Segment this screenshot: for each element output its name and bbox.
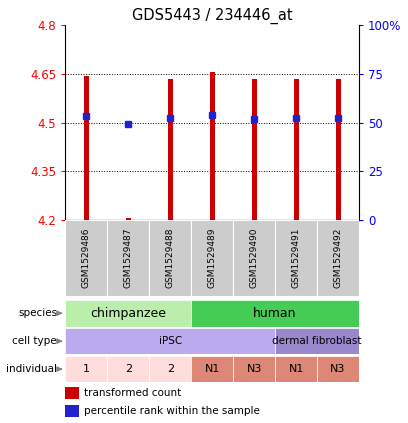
Bar xyxy=(233,356,275,382)
Bar xyxy=(317,356,359,382)
Bar xyxy=(275,328,359,354)
Bar xyxy=(317,220,359,296)
Bar xyxy=(168,79,173,220)
Bar xyxy=(65,328,275,354)
Text: iPSC: iPSC xyxy=(159,336,182,346)
Bar xyxy=(65,220,107,296)
Bar xyxy=(126,218,131,220)
Text: human: human xyxy=(253,307,297,320)
Text: GSM1529491: GSM1529491 xyxy=(292,228,301,288)
Text: GSM1529486: GSM1529486 xyxy=(82,228,91,288)
Bar xyxy=(107,356,149,382)
Bar xyxy=(191,300,359,327)
Text: transformed count: transformed count xyxy=(84,387,182,398)
Text: cell type: cell type xyxy=(13,336,57,346)
Text: 2: 2 xyxy=(166,364,174,374)
Bar xyxy=(65,356,107,382)
Bar xyxy=(149,356,191,382)
Text: GSM1529488: GSM1529488 xyxy=(166,228,175,288)
Text: GSM1529489: GSM1529489 xyxy=(208,228,217,288)
Bar xyxy=(252,79,257,220)
Text: dermal fibroblast: dermal fibroblast xyxy=(272,336,362,346)
Text: GSM1529490: GSM1529490 xyxy=(250,228,259,288)
Bar xyxy=(65,300,191,327)
Text: individual: individual xyxy=(6,364,57,374)
Bar xyxy=(210,72,215,220)
Text: percentile rank within the sample: percentile rank within the sample xyxy=(84,406,260,416)
Bar xyxy=(84,76,89,220)
Text: N1: N1 xyxy=(288,364,304,374)
Title: GDS5443 / 234446_at: GDS5443 / 234446_at xyxy=(132,8,293,24)
Bar xyxy=(275,220,317,296)
Bar xyxy=(191,356,233,382)
Text: GSM1529492: GSM1529492 xyxy=(334,228,343,288)
Text: N3: N3 xyxy=(330,364,346,374)
Text: 1: 1 xyxy=(83,364,90,374)
Text: species: species xyxy=(18,308,57,318)
Bar xyxy=(233,220,275,296)
Bar xyxy=(149,220,191,296)
Text: N1: N1 xyxy=(204,364,220,374)
Bar xyxy=(65,405,80,417)
Bar xyxy=(294,79,299,220)
Text: 2: 2 xyxy=(125,364,132,374)
Bar xyxy=(107,220,149,296)
Text: chimpanzee: chimpanzee xyxy=(90,307,166,320)
Text: N3: N3 xyxy=(246,364,262,374)
Text: GSM1529487: GSM1529487 xyxy=(124,228,133,288)
Bar xyxy=(335,79,341,220)
Bar xyxy=(65,387,80,398)
Bar xyxy=(275,356,317,382)
Bar xyxy=(191,220,233,296)
